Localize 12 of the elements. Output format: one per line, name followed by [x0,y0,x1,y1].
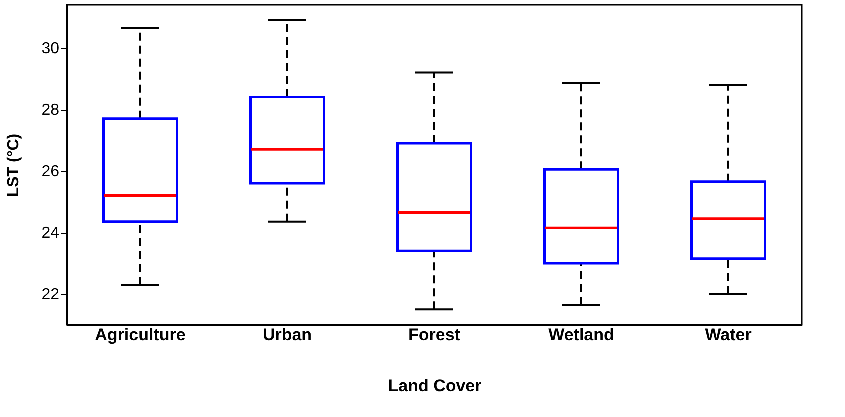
x-axis-title: Land Cover [388,376,482,396]
y-tick-label: 30 [42,40,60,58]
x-tick-label: Wetland [548,326,614,344]
y-tick-label: 24 [42,225,60,242]
x-tick-label: Forest [408,326,461,344]
x-tick-label: Urban [262,326,312,344]
x-tick-label: Water [705,326,752,344]
y-tick-label: 28 [42,102,60,120]
y-tick-label: 26 [42,164,60,181]
x-tick-label: Agriculture [95,326,186,344]
y-axis-title: LST (°C) [6,134,23,198]
y-tick-label: 22 [42,286,60,304]
